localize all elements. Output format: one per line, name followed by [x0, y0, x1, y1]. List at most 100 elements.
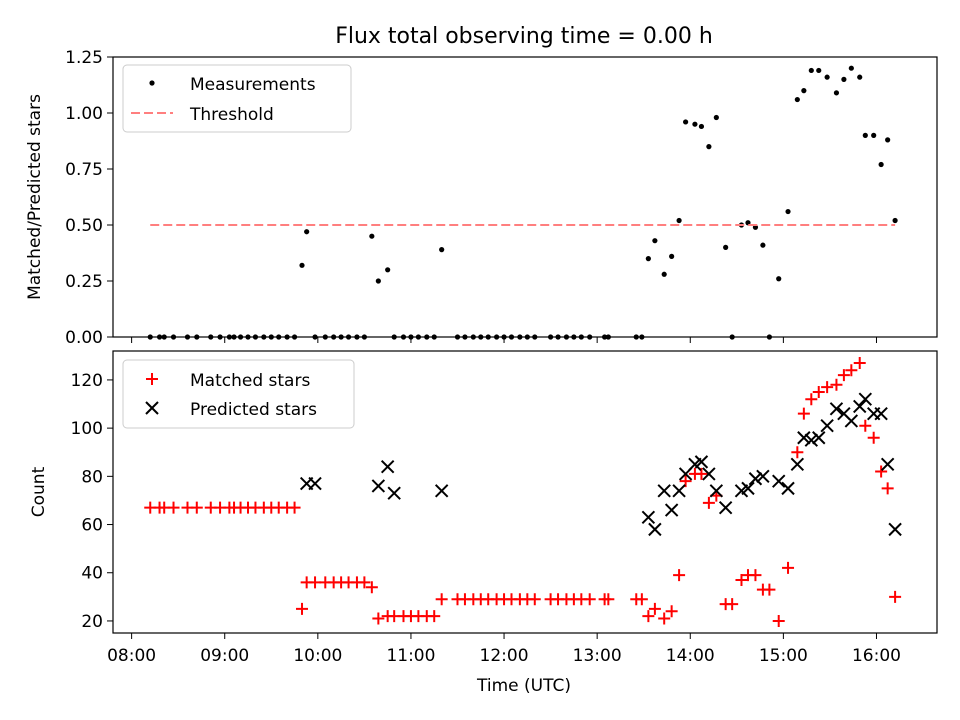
predicted-star-point: [853, 399, 867, 414]
matched-star-point: [288, 501, 301, 514]
matched-star-point: [782, 561, 795, 574]
matched-star-point: [702, 496, 715, 509]
measurement-point: [723, 244, 729, 250]
measurement-point: [299, 262, 305, 268]
measurement-point: [808, 67, 814, 74]
count-panel-ylabel: Count: [29, 466, 49, 517]
matched-star-point: [791, 446, 804, 459]
ratio-legend: Measurements Threshold: [122, 64, 352, 133]
measurement-point: [676, 217, 682, 224]
ratio-panel: 0.00 0.25 0.50 0.75 1.00 1.25 Matched/Predict…: [25, 48, 938, 348]
threshold-legend-label: Threshold: [189, 105, 274, 125]
matched-star-point: [635, 593, 648, 606]
matched-legend-label: Matched stars: [190, 371, 310, 391]
predicted-star-point: [880, 457, 895, 471]
matched-star-point: [296, 602, 309, 615]
matched-star-point: [821, 381, 834, 394]
count-xtick-label: 12:00: [480, 646, 529, 666]
matched-star-point: [309, 576, 322, 589]
predicted-star-point: [694, 455, 709, 469]
matched-star-point: [830, 378, 843, 391]
matched-star-point: [428, 610, 441, 623]
matched-star-point: [602, 593, 615, 606]
measurement-point: [824, 74, 830, 80]
predicted-star-point: [888, 522, 902, 537]
measurement-point: [304, 229, 310, 235]
predicted-star-point: [308, 476, 322, 491]
matched-star-point: [763, 583, 776, 596]
predicted-star-point: [858, 392, 873, 406]
matched-star-point: [167, 501, 180, 514]
ratio-legend-box: [122, 64, 352, 133]
predicted-star-point: [718, 500, 733, 515]
matched-star-point: [881, 482, 894, 495]
count-ytick-label: 80: [81, 467, 103, 487]
ratio-ytick-label: 1.00: [65, 104, 103, 124]
measurement-point: [645, 256, 651, 262]
measurement-point: [439, 247, 445, 253]
matched-star-point: [875, 465, 888, 478]
predicted-star-point: [641, 510, 656, 525]
count-xtick-label: 11:00: [386, 646, 435, 666]
figure-title: Flux total observing time = 0.00 h: [335, 24, 713, 49]
count-ytick-label: 40: [81, 564, 103, 584]
predicted-star-point: [812, 431, 826, 445]
matched-star-point: [735, 573, 748, 586]
matched-star-point: [642, 610, 655, 623]
measurement-point: [857, 74, 863, 80]
matched-star-point: [365, 581, 378, 594]
matched-star-point: [583, 593, 596, 606]
count-xtick-label: 08:00: [107, 646, 156, 666]
matched-star-point: [528, 593, 541, 606]
count-panel: 20 40 60 80 100 120 08:00 09:00 10:00 11:00 12:00 1…: [29, 350, 938, 696]
predicted-star-point: [804, 433, 819, 447]
measurement-point: [661, 271, 667, 277]
measurement-point: [848, 65, 854, 71]
matched-star-point: [673, 569, 686, 582]
predicted-star-point: [702, 467, 716, 481]
predicted-star-point: [844, 414, 859, 428]
measurement-point: [862, 132, 868, 138]
measurement-point: [706, 144, 712, 150]
matched-star-point: [435, 593, 448, 606]
measurements-legend-label: Measurements: [190, 75, 316, 95]
count-ytick-label: 60: [81, 516, 103, 536]
predicted-star-point: [648, 522, 662, 537]
count-series-predicted-stars: [299, 392, 902, 537]
measurement-point: [669, 253, 675, 259]
predicted-star-point: [371, 479, 386, 493]
ratio-ytick-label: 0.50: [65, 216, 103, 236]
predicted-star-point: [672, 484, 686, 498]
matched-star-point: [889, 590, 902, 603]
ratio-ytick-label: 0.25: [65, 272, 103, 292]
ratio-ytick-label: 0.75: [65, 160, 103, 180]
matched-star-point: [726, 598, 739, 611]
count-xtick-label: 13:00: [573, 646, 622, 666]
measurement-point: [385, 267, 391, 273]
ratio-panel-frame: [112, 56, 938, 338]
predicted-star-point: [756, 469, 770, 484]
measurement-point: [683, 119, 689, 125]
measurement-point: [375, 278, 381, 284]
ratio-series-measurements: [147, 65, 898, 340]
measurement-point: [794, 96, 800, 103]
predicted-star-point: [748, 472, 763, 486]
count-panel-xlabel: Time (UTC): [476, 676, 571, 696]
measurement-point: [785, 208, 791, 215]
matched-legend-marker: [146, 373, 158, 385]
predicted-star-point: [664, 503, 679, 517]
predicted-star-point: [434, 484, 449, 498]
measurement-point: [652, 238, 658, 244]
count-xtick-label: 16:00: [852, 646, 901, 666]
predicted-star-point: [772, 474, 786, 488]
measurement-point: [841, 76, 847, 82]
measurement-point: [801, 88, 807, 94]
matched-star-point: [358, 576, 371, 589]
predicted-star-point: [790, 457, 805, 471]
matched-star-point: [679, 475, 692, 488]
predicted-star-point: [657, 484, 671, 498]
matched-star-point: [372, 612, 385, 625]
measurement-point: [885, 137, 891, 143]
matched-star-point: [837, 369, 850, 382]
predicted-legend-label: Predicted stars: [190, 400, 317, 420]
